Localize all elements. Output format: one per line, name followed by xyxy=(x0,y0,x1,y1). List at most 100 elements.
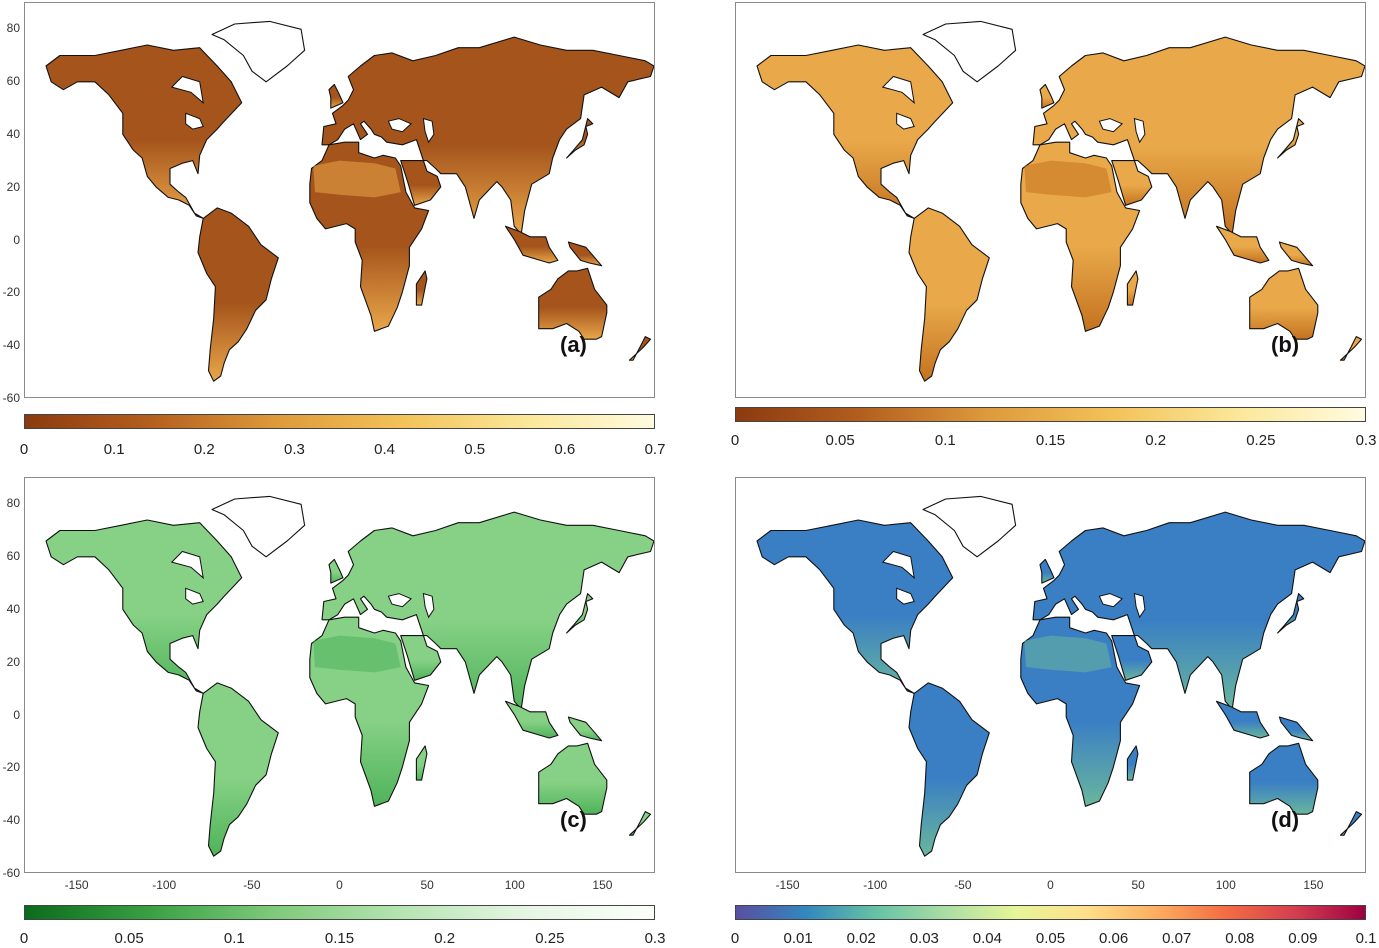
colorbar-tick-label: 0.2 xyxy=(1145,432,1167,449)
water-body-3 xyxy=(881,75,915,105)
colorbar-tick-label: 0.05 xyxy=(825,432,855,449)
colorbar-tick-label: 0.03 xyxy=(909,930,939,947)
colorbar-tick-label: 0.02 xyxy=(846,930,876,947)
panel-label: (d) xyxy=(1271,807,1300,832)
colorbar-tick-label: 0.7 xyxy=(644,441,666,458)
colorbar-tick-label: 0.04 xyxy=(972,930,1002,947)
continent-greenland xyxy=(922,20,1017,83)
water-body-2 xyxy=(896,112,915,130)
continent-greenland xyxy=(211,495,306,558)
continent-australia xyxy=(1249,267,1319,340)
continent-madagascar xyxy=(1126,270,1139,306)
panel-label: (b) xyxy=(1271,332,1300,357)
y-tick-label: 60 xyxy=(6,74,20,89)
water-body-2 xyxy=(185,587,204,605)
colorbar-tick-label: 0.1 xyxy=(934,432,956,449)
map-frame-d xyxy=(735,477,1366,873)
continent-southAmerica xyxy=(908,207,990,382)
continent-newguinea xyxy=(1278,241,1314,267)
world-map-d xyxy=(756,495,1365,857)
continent-arabia xyxy=(400,160,442,206)
water-body-3 xyxy=(170,550,204,580)
water-body-1 xyxy=(387,118,413,133)
water-body-0 xyxy=(1133,117,1146,144)
panel-label: (a) xyxy=(560,332,587,357)
y-tick-label: -60 xyxy=(2,866,20,880)
y-tick-label: 20 xyxy=(6,179,20,194)
continent-australia xyxy=(538,267,608,340)
continent-northAmerica xyxy=(45,44,243,219)
continent-uk xyxy=(1039,558,1055,584)
continent-southAmerica xyxy=(197,207,279,382)
x-tick-label: 50 xyxy=(420,878,434,892)
continent-southAmerica xyxy=(197,682,279,857)
colorbar-tick-label: 0.15 xyxy=(1035,432,1066,449)
water-body-1 xyxy=(1098,593,1124,608)
world-map-b xyxy=(756,20,1365,382)
colorbar-tick-label: 0 xyxy=(19,441,29,458)
map-frame-b xyxy=(735,2,1366,398)
continent-arabia xyxy=(1111,160,1153,206)
y-tick-label: 0 xyxy=(13,232,20,247)
continent-europeAsia xyxy=(1032,36,1365,235)
colorbar-a xyxy=(24,414,655,429)
water-body-0 xyxy=(1133,592,1146,619)
continent-japan xyxy=(1277,593,1305,634)
colorbar-tick-label: 0.25 xyxy=(1246,432,1276,449)
y-tick-label: 40 xyxy=(6,602,20,616)
x-tick-label: 100 xyxy=(504,878,525,892)
colorbar-tick-label: 0 xyxy=(730,930,740,947)
continent-europeAsia xyxy=(321,511,654,710)
continent-indonesia xyxy=(1215,225,1270,264)
continent-southAmerica xyxy=(908,682,990,857)
continent-northAmerica xyxy=(756,44,954,219)
water-body-3 xyxy=(170,75,204,105)
x-tick-label: 150 xyxy=(592,878,613,892)
water-body-1 xyxy=(1098,118,1124,133)
colorbar-tick-label: 0.1 xyxy=(1355,930,1377,947)
x-tick-label: 0 xyxy=(336,878,343,892)
colorbar-tick-label: 0.1 xyxy=(103,441,125,458)
continent-uk xyxy=(1039,83,1055,109)
x-tick-label: 150 xyxy=(1303,878,1324,892)
water-body-2 xyxy=(185,112,204,130)
colorbar-tick-label: 0.3 xyxy=(283,441,305,458)
continent-indonesia xyxy=(1215,700,1270,739)
x-tick-label: -50 xyxy=(243,878,261,892)
continent-arabia xyxy=(1111,635,1153,681)
colorbar-tick-label: 0.05 xyxy=(114,930,144,947)
colorbar-tick-label: 0.08 xyxy=(1225,930,1255,947)
continent-arabia xyxy=(400,635,442,681)
colorbar-tick-label: 0.2 xyxy=(434,930,456,947)
continent-uk xyxy=(328,558,344,584)
colorbar-b xyxy=(735,407,1366,422)
water-body-0 xyxy=(422,117,435,144)
x-tick-label: 100 xyxy=(1215,878,1236,892)
continent-newzealand xyxy=(628,336,652,361)
colorbar-tick-label: 0.15 xyxy=(324,930,355,947)
region-sahara xyxy=(313,635,401,673)
y-tick-label: -20 xyxy=(2,760,20,775)
continent-newzealand xyxy=(628,811,652,836)
colorbar-tick-label: 0 xyxy=(19,930,29,947)
continent-madagascar xyxy=(1126,745,1139,781)
colorbar-tick-label: 0.07 xyxy=(1162,930,1192,947)
continent-japan xyxy=(1277,118,1305,159)
colorbar-tick-label: 0.1 xyxy=(223,930,245,947)
continent-uk xyxy=(328,83,344,109)
continent-greenland xyxy=(922,495,1017,558)
water-body-0 xyxy=(422,592,435,619)
colorbar-tick-label: 0.01 xyxy=(783,930,813,947)
colorbar-tick-label: 0.3 xyxy=(1355,432,1377,449)
water-body-2 xyxy=(896,587,915,605)
map-frame-a xyxy=(24,2,655,398)
continent-newguinea xyxy=(1278,716,1314,742)
continent-newguinea xyxy=(567,241,603,267)
colorbar-tick-label: 0.2 xyxy=(193,441,215,458)
continent-newzealand xyxy=(1339,811,1363,836)
colorbar-tick-label: 0 xyxy=(730,432,740,449)
y-tick-label: 60 xyxy=(6,549,20,564)
y-tick-label: 0 xyxy=(13,707,20,722)
y-tick-label: 80 xyxy=(6,496,20,511)
x-tick-label: -150 xyxy=(64,878,89,892)
